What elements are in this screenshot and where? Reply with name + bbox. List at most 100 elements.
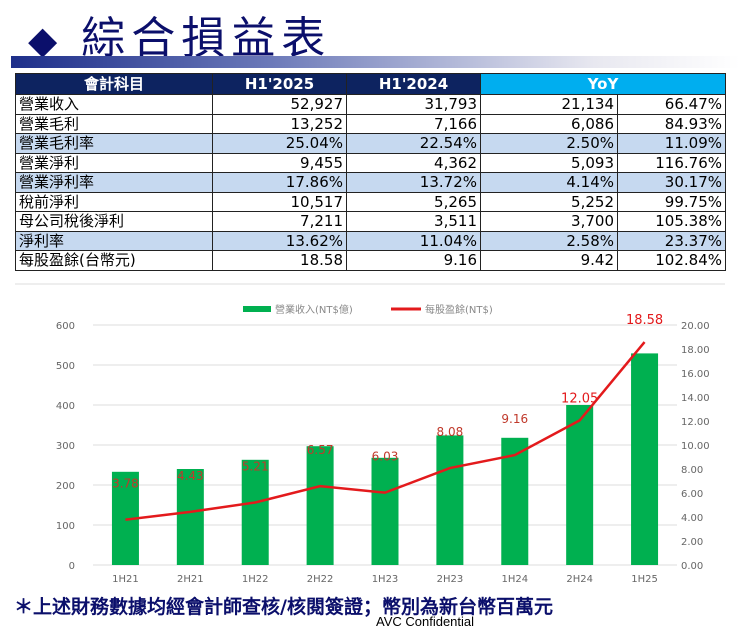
x-tick: 2H23 <box>437 574 464 585</box>
cell-value: 25.04% <box>212 133 347 154</box>
header-account: 會計科目 <box>15 73 213 95</box>
cell-value: 31,793 <box>346 94 481 115</box>
revenue-bar <box>501 437 529 565</box>
cell-value: 17.86% <box>212 172 347 193</box>
y-right-tick: 2.00 <box>681 537 703 548</box>
cell-value: 10,517 <box>212 191 347 212</box>
x-tick: 2H22 <box>307 574 334 585</box>
x-tick: 2H24 <box>566 574 593 585</box>
cell-value: 13.72% <box>346 172 481 193</box>
diamond-bullet-icon: ◆ <box>28 18 64 62</box>
eps-data-label: 12.05 <box>561 391 598 406</box>
income-statement-table: 會計科目 H1'2025 H1'2024 YoY 營業收入 52,927 31,79… <box>15 73 726 271</box>
cell-value: 7,211 <box>212 211 347 232</box>
eps-data-label: 18.58 <box>626 313 663 328</box>
cell-value: 30.17% <box>617 172 726 193</box>
cell-value: 66.47% <box>617 94 726 115</box>
eps-data-label: 6.03 <box>372 450 399 464</box>
cell-value: 3,700 <box>480 211 618 232</box>
y-right-tick: 16.00 <box>681 369 710 380</box>
y-left-tick: 100 <box>56 521 75 532</box>
y-right-tick: 4.00 <box>681 513 703 524</box>
row-label: 營業毛利 <box>15 113 213 134</box>
row-label: 每股盈餘(台幣元) <box>15 250 213 271</box>
cell-value: 5,252 <box>480 191 618 212</box>
table-row: 營業淨利 9,455 4,362 5,093 116.76% <box>15 152 726 173</box>
cell-value: 5,093 <box>480 152 618 173</box>
y-right-tick: 6.00 <box>681 489 703 500</box>
x-tick: 1H23 <box>372 574 399 585</box>
x-tick: 1H24 <box>501 574 528 585</box>
eps-data-label: 6.57 <box>307 443 334 457</box>
eps-data-label: 8.08 <box>437 425 464 439</box>
row-label: 母公司稅後淨利 <box>15 211 213 232</box>
cell-value: 3,511 <box>346 211 481 232</box>
y-left-tick: 200 <box>56 481 75 492</box>
eps-line <box>125 341 646 521</box>
table-row: 營業淨利率 17.86% 13.72% 4.14% 30.17% <box>15 172 726 193</box>
cell-value: 11.09% <box>617 133 726 154</box>
row-label: 稅前淨利 <box>15 191 213 212</box>
y-right-tick: 8.00 <box>681 465 703 476</box>
cell-value: 7,166 <box>346 113 481 134</box>
row-label: 營業淨利 <box>15 152 213 173</box>
cell-value: 18.58 <box>212 250 347 271</box>
title-text: 綜合損益表 <box>81 13 332 64</box>
title-underline <box>11 56 740 68</box>
row-label: 營業收入 <box>15 94 213 115</box>
cell-value: 2.50% <box>480 133 618 154</box>
y-left-tick: 0 <box>69 561 75 572</box>
cell-value: 116.76% <box>617 152 726 173</box>
cell-value: 21,134 <box>480 94 618 115</box>
y-right-tick: 18.00 <box>681 345 710 356</box>
table-row: 稅前淨利 10,517 5,265 5,252 99.75% <box>15 191 726 212</box>
revenue-bar <box>176 469 204 565</box>
cell-value: 102.84% <box>617 250 726 271</box>
table-row: 營業毛利率 25.04% 22.54% 2.50% 11.09% <box>15 133 726 154</box>
x-tick: 1H22 <box>242 574 269 585</box>
cell-value: 9.16 <box>346 250 481 271</box>
table-row: 營業毛利 13,252 7,166 6,086 84.93% <box>15 113 726 134</box>
cell-value: 9.42 <box>480 250 618 271</box>
table-row: 淨利率 13.62% 11.04% 2.58% 23.37% <box>15 230 726 251</box>
legend-bar-swatch <box>243 306 271 312</box>
y-left-tick: 500 <box>56 361 75 372</box>
cell-value: 13.62% <box>212 230 347 251</box>
y-right-tick: 0.00 <box>681 561 703 572</box>
revenue-bar <box>631 353 659 565</box>
row-label: 營業淨利率 <box>15 172 213 193</box>
revenue-bar <box>371 457 399 565</box>
table-row: 母公司稅後淨利 7,211 3,511 3,700 105.38% <box>15 211 726 232</box>
header-h1-2024: H1'2024 <box>346 73 481 95</box>
cell-value: 22.54% <box>346 133 481 154</box>
cell-value: 23.37% <box>617 230 726 251</box>
x-tick: 1H21 <box>112 574 139 585</box>
legend-revenue: 營業收入(NT$億) <box>275 303 353 316</box>
eps-data-label: 4.43 <box>177 469 204 483</box>
cell-value: 11.04% <box>346 230 481 251</box>
eps-data-label: 3.78 <box>112 477 139 491</box>
revenue-bar <box>566 405 594 565</box>
eps-data-label: 5.21 <box>242 459 269 473</box>
confidential-label: AVC Confidential <box>376 614 475 629</box>
cell-value: 2.58% <box>480 230 618 251</box>
y-right-tick: 10.00 <box>681 441 710 452</box>
y-left-tick: 400 <box>56 401 75 412</box>
cell-value: 52,927 <box>212 94 347 115</box>
row-label: 淨利率 <box>15 230 213 251</box>
cell-value: 13,252 <box>212 113 347 134</box>
x-tick: 2H21 <box>177 574 204 585</box>
cell-value: 84.93% <box>617 113 726 134</box>
revenue-bar <box>436 435 464 565</box>
footnote: ＊上述財務數據均經會計師查核/核閱簽證；幣別為新台幣百萬元 <box>14 596 553 618</box>
cell-value: 6,086 <box>480 113 618 134</box>
revenue-bar <box>306 446 334 565</box>
revenue-bar <box>241 459 269 565</box>
y-right-tick: 12.00 <box>681 417 710 428</box>
cell-value: 99.75% <box>617 191 726 212</box>
y-left-tick: 300 <box>56 441 75 452</box>
page-title: ◆ 綜合損益表 <box>28 2 331 66</box>
cell-value: 4,362 <box>346 152 481 173</box>
header-yoy: YoY <box>480 73 726 95</box>
legend-eps: 每股盈餘(NT$) <box>425 303 493 316</box>
